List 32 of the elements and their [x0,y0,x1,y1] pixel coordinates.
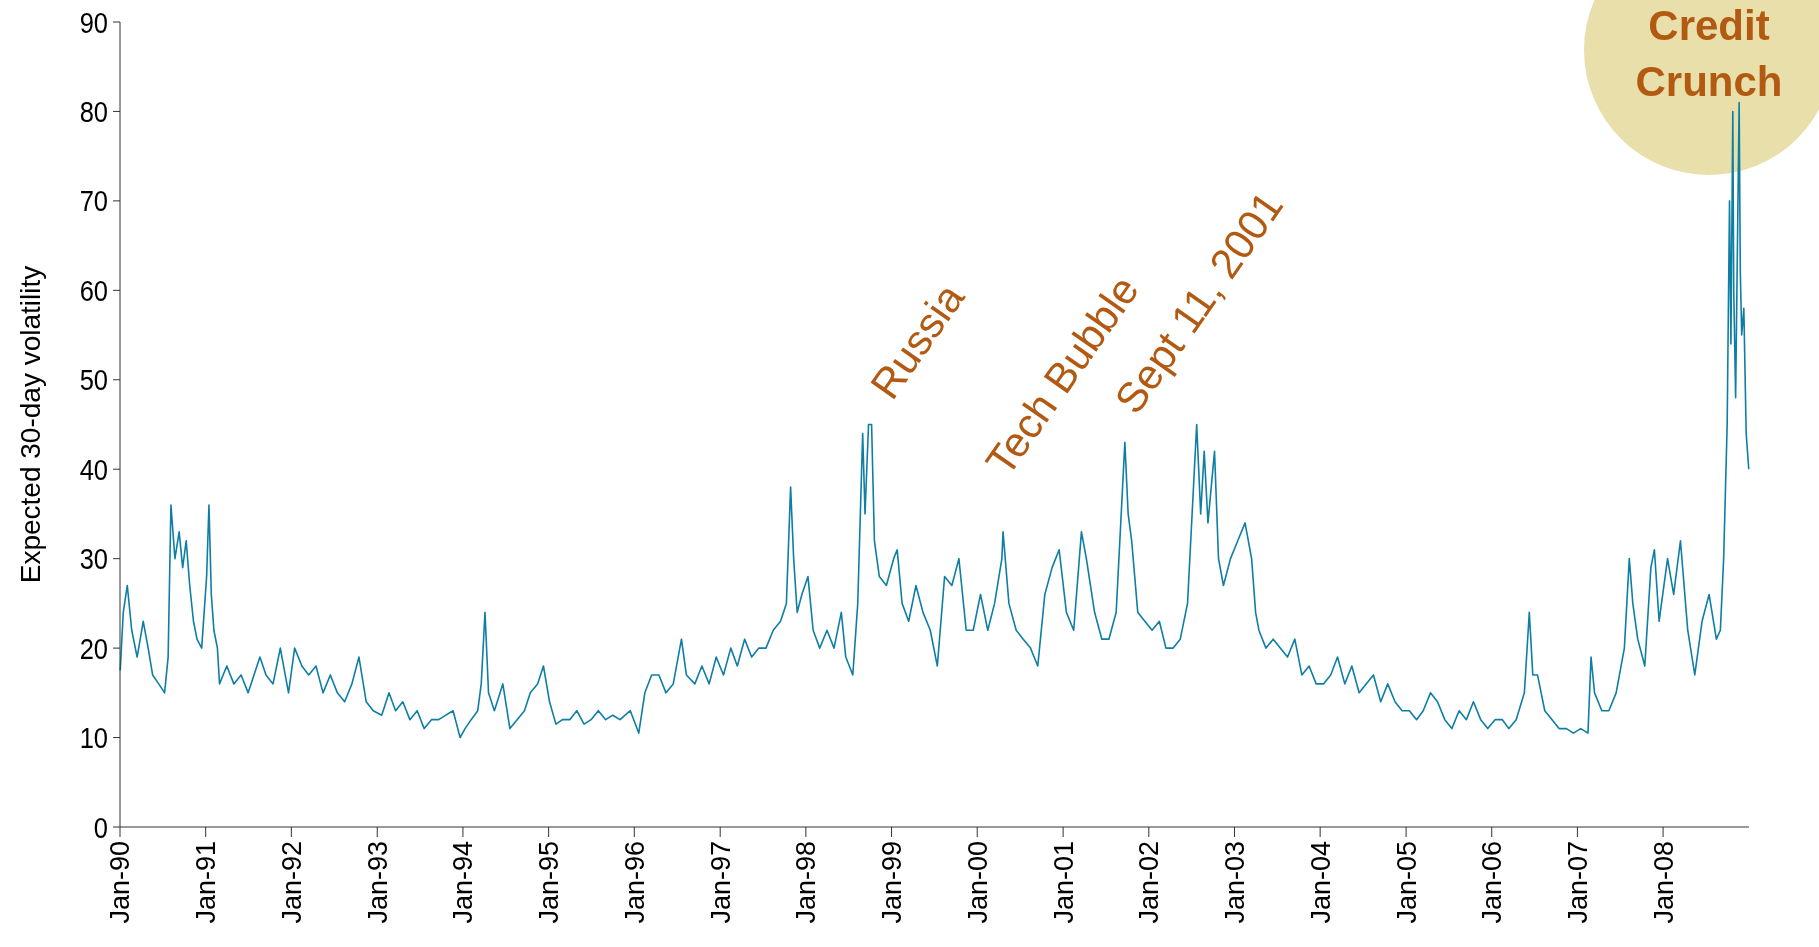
y-axis-title: Expected 30-day volatility [15,265,46,584]
y-tick-label: 30 [79,542,108,576]
x-tick-label: Jan-05 [1391,841,1422,924]
x-tick-label: Jan-92 [276,841,307,924]
x-tick-label: Jan-06 [1477,841,1508,924]
annotation: Credit Crunch [1635,2,1783,105]
y-tick-label: 70 [79,184,108,218]
x-tick-label: Jan-98 [791,841,822,924]
y-tick-label: 0 [93,810,108,844]
y-tick-label: 10 [79,721,108,755]
y-tick-label: 80 [79,95,108,129]
x-tick-label: Jan-03 [1219,841,1250,924]
x-tick-label: Jan-94 [448,841,479,924]
y-tick-label: 40 [79,452,108,487]
x-tick-label: Jan-90 [105,841,136,924]
y-tick-label: 50 [79,363,108,397]
y-tick-label: 90 [79,5,108,39]
y-tick-label: 20 [79,631,108,666]
y-tick-label: 60 [79,273,108,308]
x-tick-label: Jan-01 [1048,841,1079,924]
x-tick-label: Jan-91 [191,841,222,924]
x-tick-label: Jan-00 [962,841,993,924]
x-tick-label: Jan-02 [1134,841,1165,924]
x-tick-label: Jan-04 [1305,841,1336,924]
x-tick-label: Jan-93 [362,841,393,924]
x-tick-label: Jan-96 [619,841,650,924]
x-tick-label: Jan-99 [877,841,907,924]
x-tick-label: Jan-08 [1648,841,1679,924]
x-tick-label: Jan-95 [534,841,565,924]
x-tick-label: Jan-07 [1562,841,1593,924]
line-series [119,101,1750,739]
x-tick-label: Jan-97 [705,841,736,924]
